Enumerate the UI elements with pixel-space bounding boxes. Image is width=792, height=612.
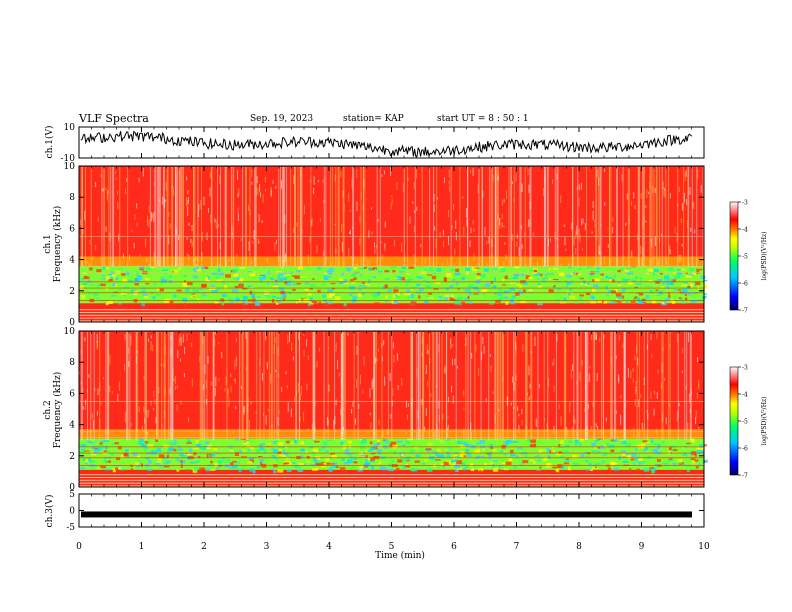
colorbar-tick-label: -6 <box>742 446 748 453</box>
x-tick-label: 10 <box>698 542 710 552</box>
colorbar-tick-label: -7 <box>742 308 748 315</box>
ch1-spec-ytick-label: 10 <box>64 162 76 172</box>
ch2-spec-ytick-label: 6 <box>69 389 75 399</box>
colorbar-ticks: -3 -4 -5 -6 -7 -3 -4 -5 -6 -7 <box>738 200 748 480</box>
x-tick-label: 1 <box>139 542 145 552</box>
station-label: station= KAP <box>343 114 404 124</box>
x-tick-label: 0 <box>76 542 82 552</box>
ch1-colorbar: log(PSD)(V²/Hz) <box>729 201 768 311</box>
ch1-spec-ylabel-channel: ch.1 <box>43 234 53 253</box>
ch2-spec-ytick-label: 10 <box>64 327 76 337</box>
colorbar-tick-label: -3 <box>742 200 748 207</box>
ch1-spectrogram-panel <box>78 165 708 323</box>
ch1-spec-ytick-label: 4 <box>69 256 75 266</box>
ch2-spec-ytick-label: 8 <box>69 358 75 368</box>
ch3-waveform-line <box>81 511 692 518</box>
colorbar-tick-label: -4 <box>742 227 748 234</box>
ch3-waveform-panel <box>78 493 705 528</box>
ch3-ytick-label: 5 <box>69 490 75 500</box>
ch2-colorbar-label: log(PSD)(V²/Hz) <box>761 397 768 446</box>
ch2-spec-ytick-label: 2 <box>69 452 75 462</box>
colorbar-tick-label: -7 <box>742 473 748 480</box>
colorbar-tick-label: -6 <box>742 281 748 288</box>
ch2-colorbar: log(PSD)(V²/Hz) <box>729 366 768 476</box>
x-tick-label: 7 <box>514 542 520 552</box>
ch2-spec-ylabel-freq: Frequency (kHz) <box>52 372 63 449</box>
x-tick-label: 6 <box>451 542 457 552</box>
ch3-ylabel: ch.3(V) <box>44 495 55 528</box>
ch1-spec-ylabel-freq: Frequency (kHz) <box>52 206 63 283</box>
x-tick-label: 4 <box>326 542 332 552</box>
ch2-spec-ytick-label: 4 <box>69 421 75 431</box>
ch3-ytick-label: 0 <box>69 507 75 517</box>
ch1-spec-ytick-label: 0 <box>69 318 75 328</box>
ch2-spec-ylabel-channel: ch.2 <box>43 400 53 419</box>
ch1-waveform-line <box>80 130 693 158</box>
x-tick-label: 3 <box>264 542 270 552</box>
x-tick-label: 5 <box>389 542 395 552</box>
x-tick-label: 9 <box>639 542 645 552</box>
ch1-spec-ytick-label: 6 <box>69 224 75 234</box>
x-tick-label: 2 <box>201 542 207 552</box>
ch1-spec-ytick-label: 2 <box>69 287 75 297</box>
ch1-ytick-label: -10 <box>61 154 76 164</box>
colorbar-tick-label: -5 <box>742 254 748 261</box>
colorbar-tick-label: -3 <box>742 365 748 372</box>
ch1-colorbar-label: log(PSD)(V²/Hz) <box>761 232 768 281</box>
ch3-ytick-label: -5 <box>66 523 75 533</box>
ch1-waveform-panel <box>78 126 705 159</box>
x-tick-label: 8 <box>576 542 582 552</box>
ch2-spectrogram-panel <box>78 330 708 488</box>
ch1-ytick-label: 10 <box>64 123 76 133</box>
colorbar-tick-label: -5 <box>742 419 748 426</box>
date-label: Sep. 19, 2023 <box>250 114 314 124</box>
colorbar-tick-label: -4 <box>742 392 748 399</box>
ch1-spec-ytick-label: 8 <box>69 193 75 203</box>
ch1-ylabel: ch.1(V) <box>44 126 55 159</box>
chart-title: VLF Spectra <box>79 112 149 125</box>
ch2-spec-ytick-label: 0 <box>69 483 75 493</box>
x-axis-label: Time (min) <box>375 550 425 561</box>
start-time-label: start UT = 8 : 50 : 1 <box>437 114 529 124</box>
